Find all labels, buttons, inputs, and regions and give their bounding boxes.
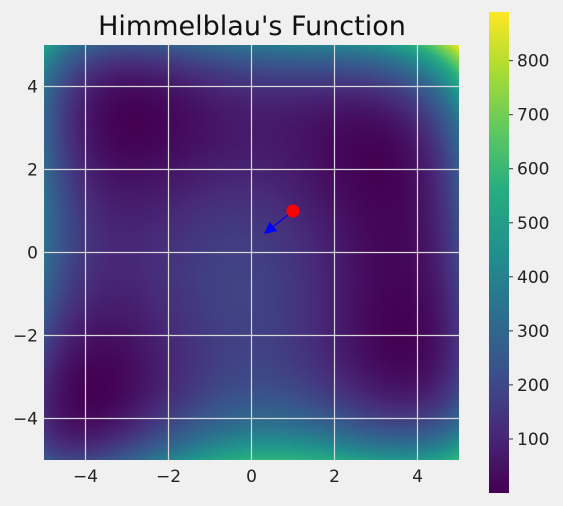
- colorbar-ticks: 800 700 600 500 400 300 200 100: [509, 52, 549, 450]
- colorbar-tick-label: 100: [517, 430, 549, 450]
- y-axis-ticks: 4 2 0 −2 −4: [13, 78, 38, 430]
- colorbar-tick-label: 300: [517, 322, 549, 342]
- x-tick-label: 2: [329, 467, 340, 487]
- chart-title: Himmelblau's Function: [98, 11, 406, 42]
- x-axis-ticks: −4 −2 0 2 4: [73, 467, 423, 487]
- current-point-marker: [286, 204, 300, 218]
- colorbar-tick-label: 800: [517, 52, 549, 72]
- y-tick-label: 4: [27, 78, 38, 98]
- x-tick-label: 4: [412, 467, 423, 487]
- colorbar-tick-label: 400: [517, 268, 549, 288]
- y-tick-label: −4: [13, 410, 38, 430]
- grid-lines: [44, 45, 459, 460]
- x-tick-label: 0: [246, 467, 257, 487]
- colorbar-tick-label: 600: [517, 160, 549, 180]
- colorbar-tick-label: 200: [517, 376, 549, 396]
- x-tick-label: −4: [73, 467, 98, 487]
- colorbar-tick-label: 700: [517, 106, 549, 126]
- y-tick-label: 0: [27, 244, 38, 264]
- y-tick-label: −2: [13, 327, 38, 347]
- colorbar-tick-label: 500: [517, 214, 549, 234]
- gradient-arrow-head: [263, 221, 278, 234]
- x-tick-label: −2: [156, 467, 181, 487]
- colorbar: [489, 12, 509, 493]
- annotations: [263, 204, 300, 234]
- y-tick-label: 2: [27, 161, 38, 181]
